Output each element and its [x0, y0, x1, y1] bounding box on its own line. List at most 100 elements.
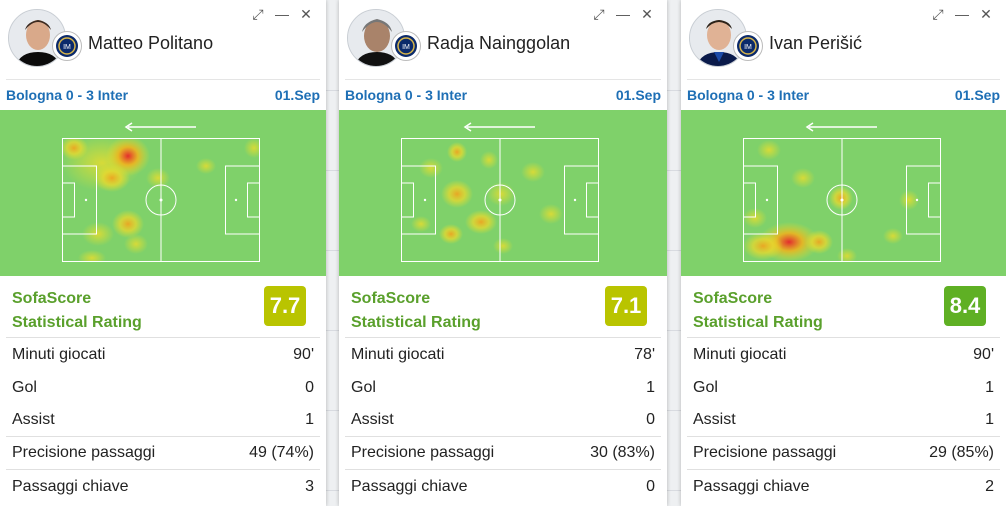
stat-value: 1: [646, 378, 655, 396]
stat-row: Minuti giocati 90': [6, 338, 320, 371]
card-header: IM Radja Nainggolan ⤢ — ✕: [345, 0, 661, 80]
svg-text:IM: IM: [744, 44, 752, 51]
stat-row: Minuti giocati 90': [687, 338, 1000, 371]
background-gap: [326, 0, 339, 506]
stat-label: Passaggi chiave: [693, 477, 810, 495]
expand-icon[interactable]: ⤢: [593, 5, 605, 22]
stat-value: 78': [634, 345, 655, 363]
stat-row: Passaggi chiave 3: [6, 470, 320, 503]
close-icon[interactable]: ✕: [300, 5, 312, 22]
pitch-diagram: [401, 138, 599, 262]
rating-label: SofaScore Statistical Rating: [12, 287, 142, 335]
stat-label: Minuti giocati: [351, 345, 445, 363]
pitch-diagram: [743, 138, 941, 262]
heatmap: [339, 110, 667, 276]
rating-label: SofaScore Statistical Rating: [351, 287, 481, 335]
stat-row: Gol 0: [6, 371, 320, 404]
stat-label: Gol: [351, 378, 376, 396]
match-score[interactable]: Bologna 0 - 3 Inter: [687, 87, 810, 103]
stat-label: Precisione passaggi: [351, 444, 495, 461]
rating-badge: 7.1: [605, 286, 647, 326]
match-date: 01.Sep: [954, 87, 1000, 103]
rating-row: SofaScore Statistical Rating 7.7: [6, 276, 320, 338]
player-name: Radja Nainggolan: [427, 33, 571, 53]
stat-value: 1: [985, 411, 994, 428]
stat-row: Assist 1: [6, 404, 320, 437]
match-score[interactable]: Bologna 0 - 3 Inter: [6, 87, 129, 103]
minimize-icon[interactable]: —: [616, 6, 630, 22]
stat-label: Gol: [693, 378, 718, 396]
stat-row: Assist 0: [345, 404, 661, 437]
stat-label: Assist: [693, 411, 736, 428]
stat-label: Assist: [12, 411, 55, 428]
match-score[interactable]: Bologna 0 - 3 Inter: [345, 87, 468, 103]
minimize-icon[interactable]: —: [275, 6, 289, 22]
match-info[interactable]: Bologna 0 - 3 Inter 01.Sep: [345, 80, 661, 110]
stat-value: 1: [305, 411, 314, 428]
background-gap: [667, 0, 681, 506]
stat-label: Minuti giocati: [693, 345, 787, 363]
rating-row: SofaScore Statistical Rating 7.1: [345, 276, 661, 338]
svg-text:IM: IM: [63, 44, 71, 51]
stat-value: 29 (85%): [929, 444, 994, 461]
stat-value: 0: [646, 411, 655, 428]
rating-label-line2: Statistical Rating: [351, 314, 481, 331]
stat-row: Passaggi chiave 2: [687, 470, 1000, 503]
stat-label: Passaggi chiave: [12, 477, 129, 495]
card-header: IM Ivan Perišić ⤢ — ✕: [687, 0, 1000, 80]
minimize-icon[interactable]: —: [955, 6, 969, 22]
rating-label-line1: SofaScore: [693, 290, 773, 307]
attack-direction-arrow-icon: [124, 122, 196, 132]
rating-badge: 7.7: [264, 286, 306, 326]
close-icon[interactable]: ✕: [641, 5, 653, 22]
stat-value: 1: [985, 378, 994, 396]
attack-direction-arrow-icon: [805, 122, 877, 132]
stat-row: Passaggi chiave 0: [345, 470, 661, 503]
stat-row: Precisione passaggi 49 (74%): [6, 437, 320, 470]
stat-value: 0: [305, 378, 314, 396]
match-date: 01.Sep: [274, 87, 320, 103]
stat-value: 0: [646, 477, 655, 495]
stat-value: 2: [985, 477, 994, 495]
rating-label-line1: SofaScore: [351, 290, 431, 307]
stat-label: Assist: [351, 411, 394, 428]
stat-row: Minuti giocati 78': [345, 338, 661, 371]
stat-value: 90': [293, 345, 314, 363]
stat-label: Precisione passaggi: [12, 444, 156, 461]
rating-row: SofaScore Statistical Rating 8.4: [687, 276, 1000, 338]
match-info[interactable]: Bologna 0 - 3 Inter 01.Sep: [6, 80, 320, 110]
expand-icon[interactable]: ⤢: [252, 5, 264, 22]
stat-label: Passaggi chiave: [351, 477, 468, 495]
rating-label: SofaScore Statistical Rating: [693, 287, 823, 335]
heatmap: [681, 110, 1006, 276]
player-name: Matteo Politano: [88, 33, 214, 53]
svg-text:IM: IM: [402, 44, 410, 51]
expand-icon[interactable]: ⤢: [932, 5, 944, 22]
inter-club-icon: IM: [733, 31, 763, 61]
stat-value: 3: [305, 477, 314, 495]
stat-label: Precisione passaggi: [693, 444, 837, 461]
player-card: IM Ivan Perišić ⤢ — ✕ Bologna 0 - 3 Inte…: [681, 0, 1006, 506]
pitch-diagram: [62, 138, 260, 262]
player-card: IM Matteo Politano ⤢ — ✕ Bologna 0 - 3 I…: [0, 0, 326, 506]
stat-row: Precisione passaggi 29 (85%): [687, 437, 1000, 470]
rating-badge: 8.4: [944, 286, 986, 326]
player-card: IM Radja Nainggolan ⤢ — ✕ Bologna 0 - 3 …: [339, 0, 667, 506]
window-controls: ⤢ — ✕: [930, 5, 994, 23]
rating-label-line2: Statistical Rating: [12, 314, 142, 331]
card-header: IM Matteo Politano ⤢ — ✕: [6, 0, 320, 80]
close-icon[interactable]: ✕: [980, 5, 992, 22]
player-name: Ivan Perišić: [769, 33, 863, 53]
heatmap: [0, 110, 326, 276]
player-avatar: [347, 9, 405, 67]
inter-club-icon: IM: [52, 31, 82, 61]
stat-row: Precisione passaggi 30 (83%): [345, 437, 661, 470]
stat-value: 49 (74%): [249, 444, 314, 461]
window-controls: ⤢ — ✕: [250, 5, 314, 23]
inter-club-icon: IM: [391, 31, 421, 61]
match-info[interactable]: Bologna 0 - 3 Inter 01.Sep: [687, 80, 1000, 110]
match-date: 01.Sep: [615, 87, 661, 103]
attack-direction-arrow-icon: [463, 122, 535, 132]
stat-value: 30 (83%): [590, 444, 655, 461]
stat-row: Gol 1: [687, 371, 1000, 404]
